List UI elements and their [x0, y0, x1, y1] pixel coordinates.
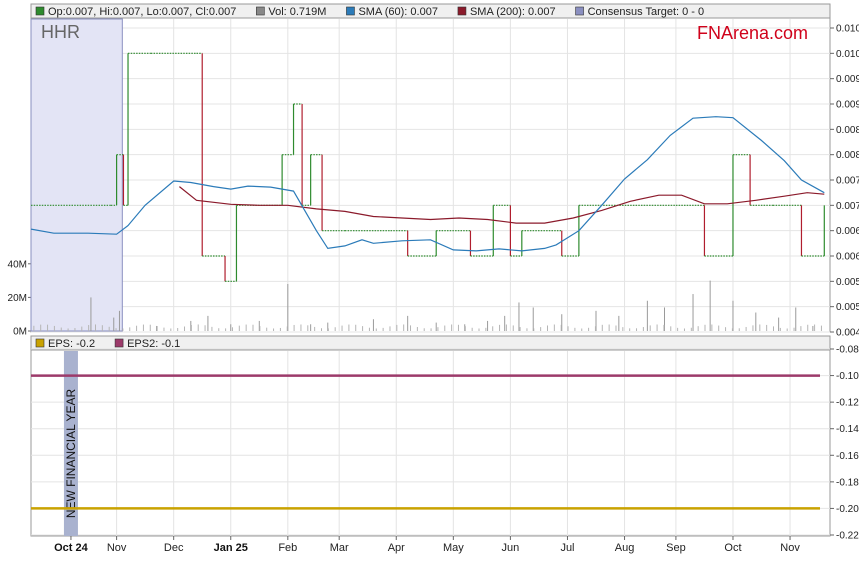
price-ytick-label-10: 0.0055 [836, 277, 859, 288]
price-ytick-label-12: 0.0045 [836, 328, 859, 339]
price-legend: Op:0.007, Hi:0.007, Lo:0.007, Cl:0.007 Vo… [35, 6, 705, 18]
x-tick-label-3: Jan 25 [214, 542, 248, 554]
volume-ytick-label-1: 20M [8, 293, 27, 304]
volume-y-axis: 40M 20M 0M [8, 259, 31, 338]
eps-legend-label-0: EPS: -0.2 [48, 338, 95, 350]
x-tick-label-13: Nov [780, 542, 800, 554]
price-ytick-label-2: 0.0095 [836, 74, 859, 85]
eps-ytick-label-0: -0.08 [836, 345, 859, 356]
x-tick-label-8: Jun [502, 542, 520, 554]
price-ytick-label-8: 0.0065 [836, 226, 859, 237]
price-legend-label-1: Vol: 0.719M [268, 6, 326, 18]
eps-ytick-label-5: -0.18 [836, 477, 859, 488]
eps-ytick-label-6: -0.20 [836, 504, 859, 515]
x-tick-label-10: Aug [615, 542, 635, 554]
price-legend-bar [30, 3, 831, 19]
x-tick-label-0: Oct 24 [54, 542, 89, 554]
price-legend-label-4: Consensus Target: 0 - 0 [588, 6, 705, 18]
eps-legend-swatch-0 [35, 338, 45, 348]
consensus-target-band [30, 18, 123, 332]
price-legend-label-0: Op:0.007, Hi:0.007, Lo:0.007, Cl:0.007 [48, 6, 236, 18]
x-tick-label-7: May [443, 542, 464, 554]
x-tick-label-6: Apr [388, 542, 405, 554]
x-tick-label-1: Nov [107, 542, 127, 554]
x-tick-label-4: Feb [278, 542, 297, 554]
eps-ytick-label-4: -0.16 [836, 451, 859, 462]
price-legend-label-3: SMA (200): 0.007 [470, 6, 556, 18]
eps-panel: -0.08 -0.10 -0.12 -0.14 -0.16 -0.18 -0.20 -0.22… [30, 335, 859, 542]
volume-ytick-label-2: 0M [13, 327, 27, 338]
x-tick-label-11: Sep [666, 542, 686, 554]
volume-bars [33, 280, 822, 331]
price-legend-swatch-4 [575, 6, 584, 16]
price-panel-frame [30, 3, 831, 333]
price-legend-swatch-0 [35, 6, 45, 16]
eps-ytick-label-2: -0.12 [836, 398, 859, 409]
sma-60-line [30, 116, 825, 252]
price-ytick-label-4: 0.0085 [836, 125, 859, 136]
price-legend-swatch-3 [457, 6, 467, 16]
x-axis: Oct 24 Nov Dec Jan 25 Feb Mar Apr May Jun Jul Aug S… [54, 536, 800, 554]
sma-200-line [179, 186, 825, 224]
ticker-symbol: HHR [41, 22, 80, 42]
price-legend-swatch-2 [346, 6, 355, 16]
eps-panel-frame [30, 335, 831, 537]
price-legend-label-2: SMA (60): 0.007 [358, 6, 438, 18]
eps-lines [31, 374, 820, 510]
fnarena-logo: FNArena.com [697, 23, 808, 43]
x-tick-label-12: Oct [724, 542, 741, 554]
eps-ytick-label-3: -0.14 [836, 424, 859, 435]
eps-legend-swatch-1 [114, 338, 124, 348]
new-financial-year-label: NEW FINANCIAL YEAR [64, 388, 78, 518]
volume-ytick-label-0: 40M [8, 259, 27, 270]
eps-y-axis: -0.08 -0.10 -0.12 -0.14 -0.16 -0.18 -0.20 -0.22 [830, 345, 859, 542]
x-tick-label-5: Mar [330, 542, 349, 554]
price-ytick-label-6: 0.0075 [836, 176, 859, 187]
new-financial-year-marker [63, 351, 78, 536]
eps-legend: EPS: -0.2 EPS2: -0.1 [35, 338, 180, 350]
price-gridlines [31, 19, 830, 333]
eps-ytick-label-7: -0.22 [836, 531, 859, 542]
price-bars [31, 52, 825, 282]
eps-legend-bar [30, 335, 831, 351]
x-tick-label-9: Jul [560, 542, 574, 554]
price-legend-swatch-1 [256, 6, 265, 16]
eps-legend-label-1: EPS2: -0.1 [127, 338, 180, 350]
x-tick-label-2: Dec [164, 542, 184, 554]
eps-ytick-label-1: -0.10 [836, 371, 859, 382]
